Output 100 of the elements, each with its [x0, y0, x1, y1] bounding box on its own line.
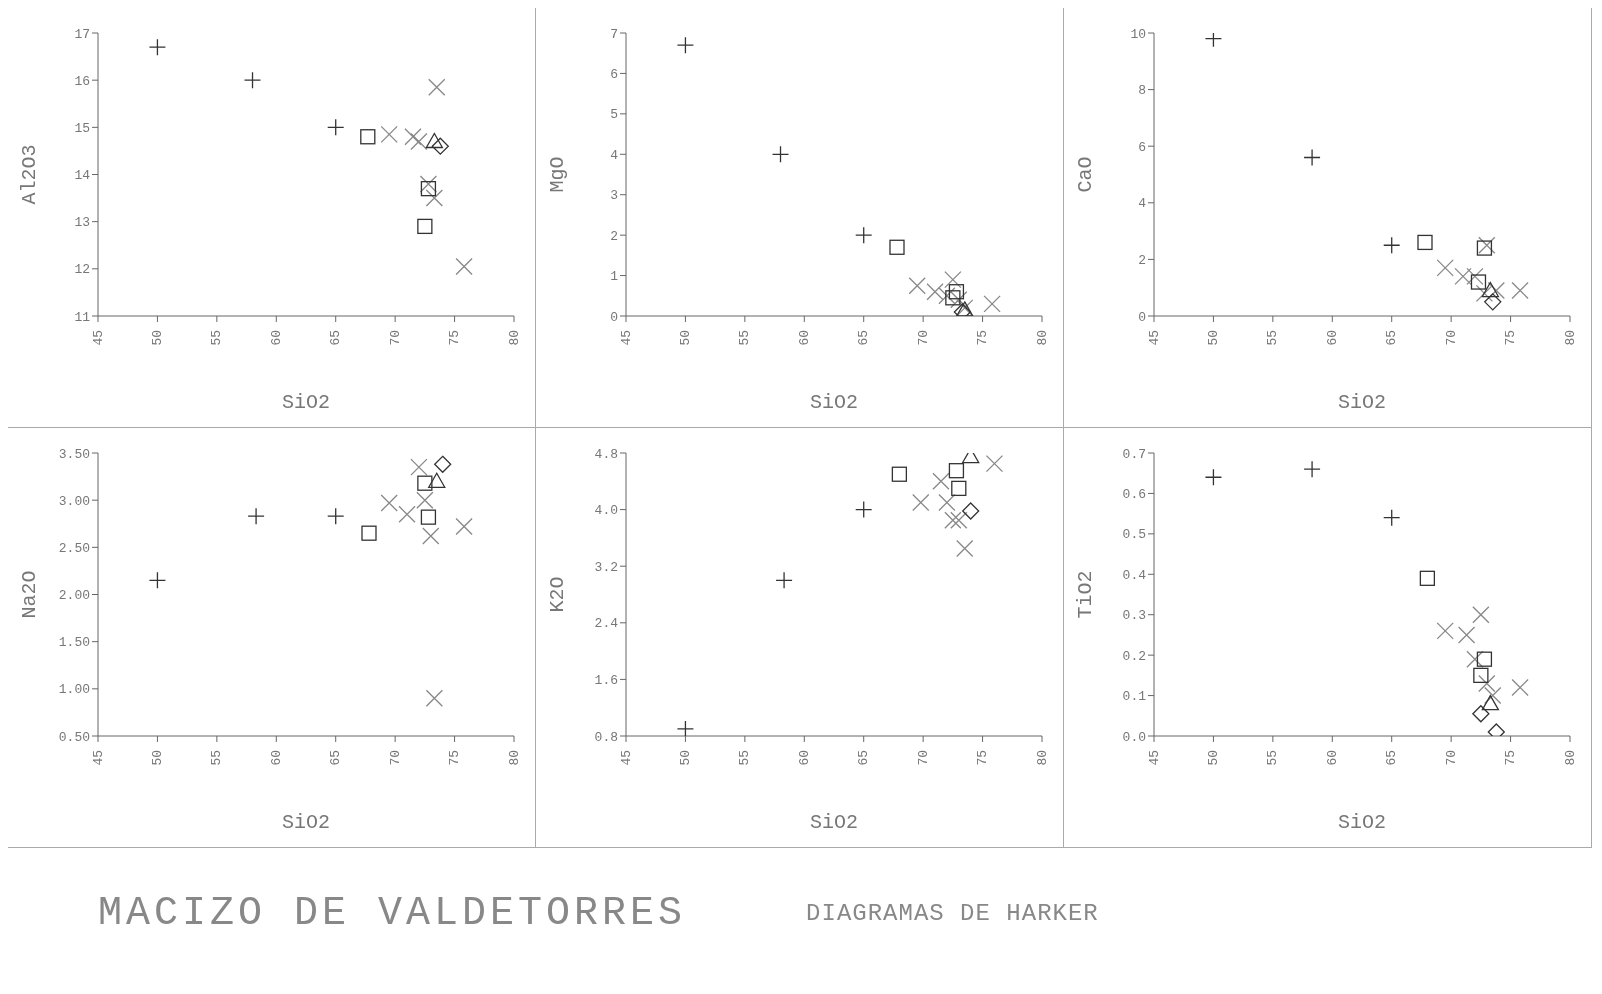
- point: [889, 239, 905, 255]
- x-tick-label: 60: [268, 330, 284, 346]
- point: [676, 36, 695, 54]
- point: [417, 218, 433, 235]
- point: [1466, 650, 1484, 668]
- y-tick-label: 11: [74, 309, 91, 325]
- point: [1204, 33, 1223, 48]
- point: [950, 511, 968, 529]
- point: [380, 494, 398, 512]
- point: [1481, 695, 1500, 711]
- x-tick-label: 50: [149, 330, 165, 346]
- y-tick-label: 4: [610, 147, 619, 163]
- point: [948, 284, 965, 300]
- point: [676, 720, 695, 736]
- y-axis-title: Na2O: [18, 570, 42, 619]
- y-tick-label: 2.50: [58, 540, 90, 556]
- y-tick-label: 0.6: [1122, 487, 1146, 503]
- point: [1457, 626, 1476, 644]
- y-tick-label: 0.0: [1122, 729, 1146, 745]
- x-tick-label: 45: [618, 750, 634, 766]
- y-tick-label: 5: [610, 107, 618, 123]
- y-tick-label: 16: [74, 73, 90, 89]
- x-tick-label: 70: [387, 750, 403, 766]
- point: [455, 257, 473, 276]
- x-tick-label: 80: [506, 750, 522, 766]
- point: [1476, 651, 1493, 667]
- point: [956, 539, 974, 558]
- point: [1436, 259, 1454, 277]
- y-tick-label: 0: [1138, 309, 1146, 325]
- x-tick-label: 80: [1034, 330, 1050, 346]
- point: [1454, 267, 1472, 286]
- x-tick-label: 75: [1503, 750, 1519, 766]
- point: [410, 458, 428, 476]
- y-tick-label: 1: [610, 269, 619, 285]
- point: [398, 505, 416, 523]
- x-axis-title: SiO2: [1337, 811, 1387, 834]
- x-tick-label: 80: [1034, 750, 1050, 766]
- y-tick-label: 1.00: [58, 682, 90, 698]
- y-tick-label: 1.50: [58, 635, 90, 651]
- y-tick-label: 0.7: [1122, 446, 1146, 462]
- x-tick-label: 55: [209, 750, 225, 766]
- y-tick-label: 0.2: [1122, 648, 1146, 664]
- x-tick-label: 50: [1205, 330, 1221, 346]
- point: [243, 71, 262, 89]
- y-tick-label: 3: [610, 188, 618, 204]
- x-tick-label: 60: [1324, 330, 1340, 346]
- point: [1476, 240, 1493, 256]
- y-tick-label: 12: [74, 262, 90, 278]
- y-tick-label: 4.0: [594, 503, 618, 519]
- point: [908, 277, 926, 295]
- x-tick-label: 55: [1265, 330, 1281, 346]
- x-axis-title: SiO2: [809, 811, 859, 834]
- point: [932, 472, 950, 490]
- y-tick-label: 0.8: [594, 729, 618, 745]
- point: [428, 472, 446, 488]
- point: [771, 145, 790, 163]
- x-tick-label: 65: [856, 330, 872, 346]
- x-axis-title: SiO2: [281, 811, 331, 834]
- y-tick-label: 0.5: [1122, 527, 1146, 543]
- x-tick-label: 75: [447, 330, 463, 346]
- text: DIAGRAMAS DE HARKER: [806, 899, 1099, 927]
- y-tick-label: 3.00: [58, 493, 90, 509]
- point: [420, 181, 437, 197]
- y-tick-label: 2: [1138, 253, 1146, 269]
- point: [431, 137, 449, 155]
- y-tick-label: 13: [74, 215, 90, 231]
- y-axis-title: K2O: [546, 576, 570, 613]
- point: [425, 689, 444, 707]
- x-axis-title: SiO2: [809, 391, 859, 414]
- point: [422, 527, 440, 545]
- point: [425, 132, 444, 149]
- point: [360, 129, 376, 145]
- point: [891, 466, 908, 482]
- x-tick-label: 60: [796, 330, 812, 346]
- point: [434, 455, 452, 473]
- y-tick-label: 0.4: [1122, 567, 1147, 583]
- y-tick-label: 2.00: [58, 588, 90, 604]
- x-tick-label: 45: [618, 330, 634, 346]
- point: [912, 493, 930, 512]
- x-tick-label: 65: [328, 750, 344, 766]
- point: [1472, 705, 1490, 723]
- point: [1511, 678, 1529, 697]
- x-tick-label: 55: [737, 330, 753, 346]
- y-tick-label: 10: [1130, 26, 1146, 42]
- point: [1466, 267, 1484, 286]
- x-tick-label: 75: [447, 750, 463, 766]
- y-tick-label: 0: [610, 309, 618, 325]
- point: [1475, 284, 1494, 303]
- x-tick-label: 55: [209, 330, 225, 346]
- y-tick-label: 6: [1138, 139, 1146, 155]
- point: [1419, 570, 1436, 586]
- y-tick-label: 4: [1138, 196, 1147, 212]
- point: [938, 287, 956, 305]
- x-tick-label: 60: [268, 750, 284, 766]
- x-tick-label: 50: [1205, 750, 1221, 766]
- point: [380, 125, 398, 144]
- point: [1472, 606, 1490, 624]
- x-tick-label: 45: [90, 330, 106, 346]
- point: [404, 128, 422, 146]
- point: [1478, 236, 1496, 254]
